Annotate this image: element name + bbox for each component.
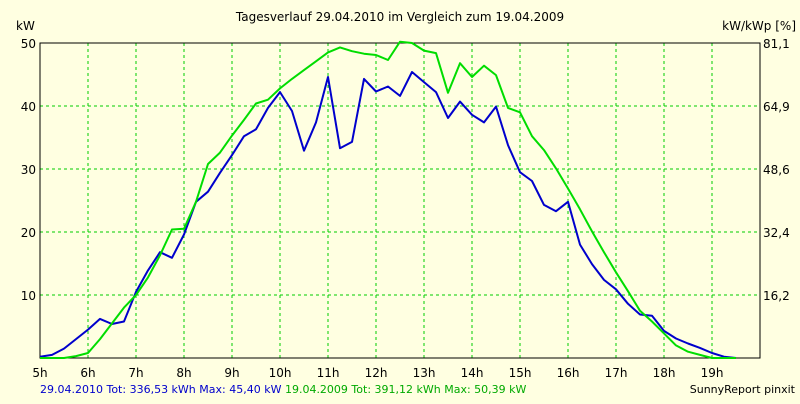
- legend-text: 29.04.2010 Tot: 336,53 kWh Max: 45,40 kW…: [40, 383, 527, 396]
- x-tick-label: 17h: [605, 366, 628, 380]
- legend-entry: 29.04.2010 Tot: 336,53 kWh Max: 45,40 kW: [40, 383, 282, 396]
- right-axis-label: kW/kWp [%]: [722, 19, 796, 33]
- x-tick-label: 12h: [365, 366, 388, 380]
- y-tick-label-right: 32,4: [763, 226, 790, 240]
- chart-title: Tagesverlauf 29.04.2010 im Vergleich zum…: [235, 10, 564, 24]
- x-tick-label: 18h: [653, 366, 676, 380]
- series-line: [40, 40, 736, 359]
- x-tick-label: 10h: [269, 366, 292, 380]
- legend: 29.04.2010 Tot: 336,53 kWh Max: 45,40 kW…: [40, 383, 527, 396]
- x-tick-label: 13h: [413, 366, 436, 380]
- grid: [40, 43, 760, 358]
- plot-frame: [39, 42, 761, 359]
- y-tick-label-right: 81,1: [763, 37, 790, 51]
- y-tick-label-left: 10: [21, 289, 36, 303]
- series: [39, 40, 737, 359]
- legend-entry: 19.04.2009 Tot: 391,12 kWh Max: 50,39 kW: [281, 383, 526, 396]
- y-tick-label-right: 48,6: [763, 163, 790, 177]
- y-tick-label-right: 64,9: [763, 100, 790, 114]
- y-tick-label-left: 20: [21, 226, 36, 240]
- x-tick-label: 19h: [701, 366, 724, 380]
- left-axis-label: kW: [16, 19, 35, 33]
- y-tick-label-left: 50: [21, 37, 36, 51]
- x-tick-label: 11h: [317, 366, 340, 380]
- x-tick-label: 7h: [128, 366, 143, 380]
- y-tick-label-right: 16,2: [763, 289, 790, 303]
- x-tick-label: 9h: [224, 366, 239, 380]
- y-tick-label-left: 30: [21, 163, 36, 177]
- x-tick-label: 15h: [509, 366, 532, 380]
- series-line: [39, 71, 737, 359]
- x-tick-label: 8h: [176, 366, 191, 380]
- y-tick-label-left: 40: [21, 100, 36, 114]
- x-tick-label: 6h: [80, 366, 95, 380]
- credit-text: SunnyReport pinxit: [690, 383, 796, 396]
- x-tick-label: 14h: [461, 366, 484, 380]
- x-tick-label: 5h: [32, 366, 47, 380]
- x-tick-label: 16h: [557, 366, 580, 380]
- ticks: 5h 6h 7h 8h 9h 10h 11h 12h 13h 14h 15h 16h 17h 18h 19h…: [21, 37, 790, 380]
